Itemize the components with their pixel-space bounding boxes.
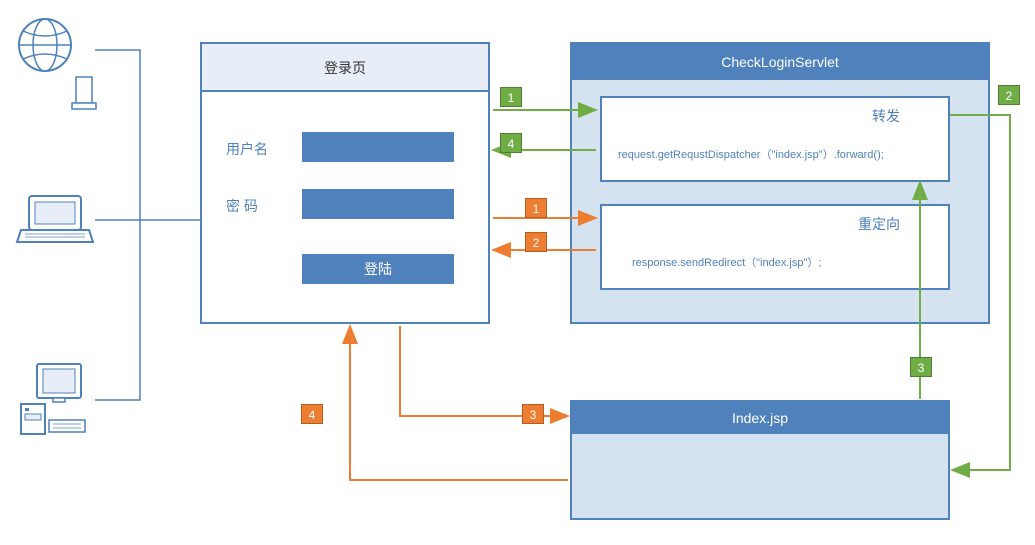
badge-o4: 4	[301, 404, 323, 424]
forward-title: 转发	[872, 106, 900, 126]
login-title: 登录页	[202, 44, 488, 92]
username-input[interactable]	[302, 132, 454, 162]
globe-icon	[15, 15, 75, 75]
username-label: 用户名	[226, 139, 268, 159]
badge-g4: 4	[500, 133, 522, 153]
servlet-box: CheckLoginServlet 转发 request.getRequstDi…	[570, 42, 990, 324]
redirect-code: response.sendRedirect（"index.jsp"）;	[632, 254, 821, 270]
badge-o2: 2	[525, 232, 547, 252]
forward-code: request.getRequstDispatcher（"index.jsp"）…	[618, 146, 884, 162]
desktop-icon	[15, 360, 95, 440]
badge-o1: 1	[525, 198, 547, 218]
badge-g1: 1	[500, 87, 522, 107]
login-box: 登录页 用户名 密 码 登陆	[200, 42, 490, 324]
redirect-title: 重定向	[858, 214, 900, 234]
server-icon	[70, 75, 98, 111]
login-button[interactable]: 登陆	[302, 254, 454, 284]
servlet-title: CheckLoginServlet	[572, 44, 988, 80]
index-box: Index.jsp	[570, 400, 950, 520]
forward-box: 转发 request.getRequstDispatcher（"index.js…	[600, 96, 950, 182]
redirect-box: 重定向 response.sendRedirect（"index.jsp"）;	[600, 204, 950, 290]
password-input[interactable]	[302, 189, 454, 219]
index-title: Index.jsp	[572, 402, 948, 434]
password-label: 密 码	[226, 196, 258, 216]
laptop-icon	[15, 190, 95, 250]
badge-g3: 3	[910, 357, 932, 377]
badge-o3: 3	[522, 404, 544, 424]
badge-g2: 2	[998, 85, 1020, 105]
